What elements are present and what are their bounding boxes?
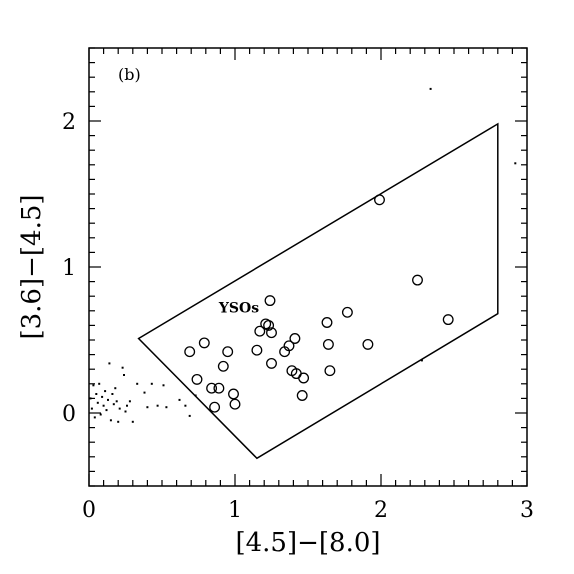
y-tick-label: 2 — [62, 110, 76, 135]
yso-point — [298, 372, 310, 384]
yso-point — [263, 319, 275, 331]
yso-point — [412, 274, 423, 286]
y-axis-label: [3.6]−[4.5] — [17, 194, 47, 339]
field-point — [95, 393, 98, 395]
yso-selection-region — [137, 122, 499, 460]
field-point — [150, 382, 153, 385]
yso-point — [209, 401, 221, 413]
field-point — [101, 395, 104, 398]
field-point — [143, 391, 146, 394]
field-point — [104, 390, 107, 393]
yso-point — [264, 295, 276, 307]
axis-ticks — [88, 47, 528, 487]
yso-point — [217, 360, 229, 372]
yso-point — [362, 338, 374, 350]
yso-point — [191, 373, 203, 385]
yso-point — [206, 382, 218, 394]
yso-point — [222, 346, 234, 358]
plot-frame — [88, 47, 528, 487]
yso-point — [442, 314, 454, 326]
yso-point — [266, 327, 277, 339]
yso-point — [198, 337, 210, 349]
yso-point — [322, 338, 334, 350]
yso-point — [266, 357, 277, 369]
y-tick-label: 1 — [62, 256, 76, 281]
field-point — [184, 404, 187, 407]
field-point — [112, 403, 115, 406]
field-point — [117, 420, 120, 423]
yso-point — [296, 390, 308, 401]
field-point — [124, 410, 127, 413]
field-point — [194, 394, 197, 397]
yso-point — [251, 344, 263, 356]
field-point — [121, 366, 124, 369]
region-label: YSOs — [218, 300, 259, 316]
yso-points — [184, 194, 454, 413]
field-point — [420, 359, 423, 362]
field-point — [98, 382, 101, 385]
field-point — [178, 398, 181, 401]
yso-point — [374, 194, 385, 206]
field-point — [188, 414, 191, 417]
field-point — [162, 384, 165, 387]
field-point — [136, 382, 139, 385]
field-point — [102, 404, 105, 407]
field-point — [109, 419, 112, 422]
x-axis-label: [4.5]−[8.0] — [235, 528, 380, 558]
field-point — [93, 416, 96, 419]
yso-point — [324, 365, 336, 377]
field-point — [115, 400, 118, 403]
field-point — [108, 362, 111, 365]
field-points — [89, 87, 517, 423]
field-point — [99, 413, 102, 416]
yso-point — [254, 325, 266, 337]
yso-point — [228, 388, 239, 400]
yso-point — [341, 306, 353, 318]
yso-point — [229, 398, 241, 410]
yso-point — [184, 346, 196, 358]
field-point — [128, 400, 131, 403]
field-point — [131, 420, 134, 423]
y-tick-label: 0 — [62, 402, 76, 427]
field-point — [126, 404, 128, 407]
field-point — [429, 87, 432, 90]
field-point — [123, 374, 125, 376]
x-tick-label: 3 — [520, 498, 534, 523]
field-point — [92, 384, 95, 387]
x-tick-label: 0 — [82, 498, 96, 523]
field-point — [96, 401, 99, 404]
field-point — [105, 409, 108, 412]
field-point — [146, 406, 149, 409]
x-tick-label: 2 — [374, 498, 388, 523]
field-point — [165, 406, 168, 409]
field-point — [107, 398, 109, 401]
field-point — [114, 387, 117, 390]
field-point — [89, 397, 92, 400]
tick-labels: 0 1 2 3 0 1 2 — [62, 110, 534, 523]
panel-label: (b) — [118, 65, 141, 84]
yso-point — [213, 382, 225, 394]
field-point — [90, 407, 93, 410]
yso-point — [283, 340, 295, 352]
field-point — [111, 393, 114, 395]
field-point — [514, 162, 517, 165]
yso-point — [289, 333, 301, 344]
x-tick-label: 1 — [228, 498, 242, 523]
field-point — [156, 404, 159, 407]
yso-point — [321, 317, 333, 328]
field-point — [118, 407, 121, 410]
